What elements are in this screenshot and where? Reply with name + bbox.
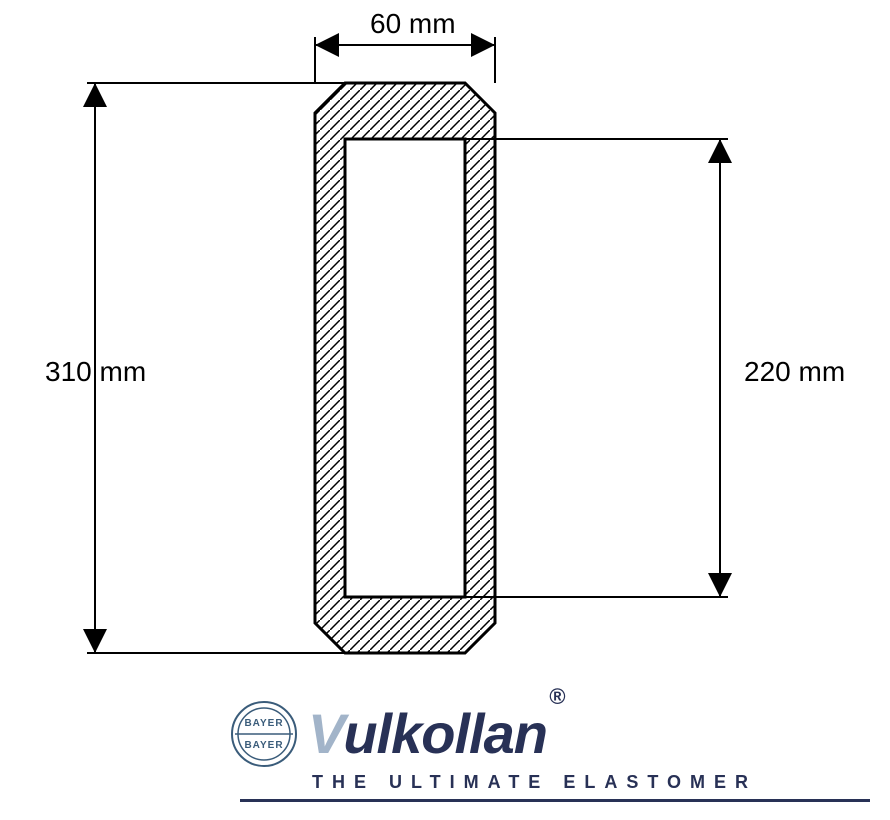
technical-drawing [0,0,890,700]
brand-underline [240,799,870,802]
inner-diameter-label: 220 mm [744,356,845,388]
wheel-inner-bore [345,139,465,597]
brand-name: Vulkollan® [308,702,562,765]
badge-text-top: BAYER [244,718,283,729]
badge-text-bottom: BAYER [244,740,283,751]
brand-logo-block: BAYER BAYER Vulkollan® THE ULTIMATE ELAS… [230,700,870,802]
outer-diameter-label: 310 mm [45,356,146,388]
bayer-badge-icon: BAYER BAYER [230,700,298,768]
width-dimension-label: 60 mm [370,8,456,40]
brand-tagline: THE ULTIMATE ELASTOMER [312,772,870,793]
